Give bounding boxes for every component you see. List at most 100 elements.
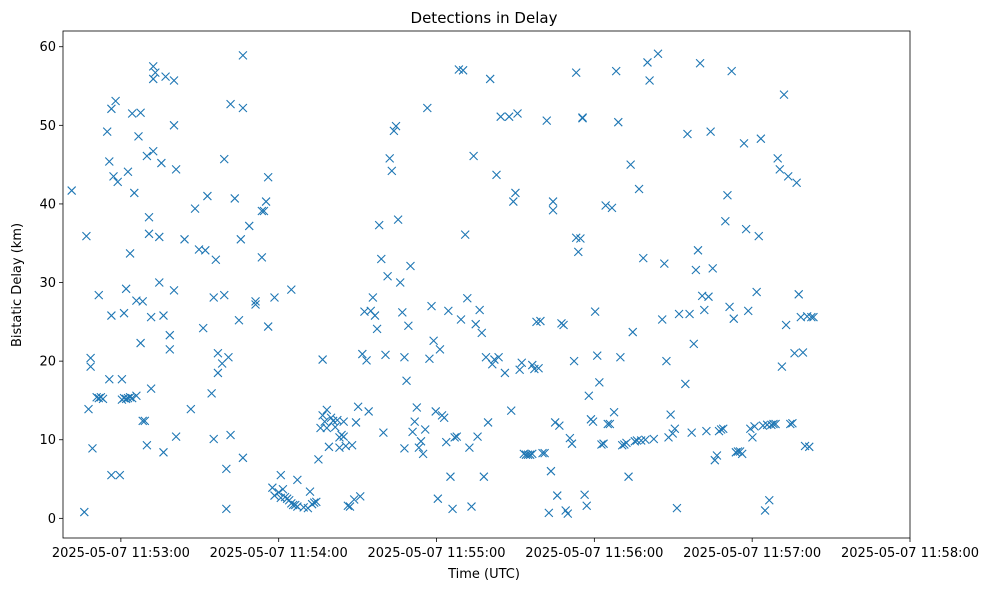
data-point	[611, 66, 621, 76]
data-point	[592, 351, 602, 361]
data-point	[508, 197, 518, 206]
data-point	[209, 293, 219, 302]
data-point	[186, 404, 196, 414]
data-point	[115, 470, 125, 480]
data-point	[622, 438, 631, 448]
data-point	[94, 290, 104, 300]
data-point	[548, 205, 558, 215]
data-point	[435, 344, 445, 354]
data-point	[725, 302, 734, 312]
data-point	[710, 455, 720, 465]
data-point	[465, 443, 474, 452]
data-point	[737, 449, 747, 459]
data-point	[146, 312, 156, 322]
x-axis: 2025-05-07 11:53:00 2025-05-07 11:54:00 20…	[52, 538, 979, 561]
data-point	[276, 470, 286, 480]
data-point	[127, 393, 137, 403]
data-point	[107, 104, 116, 114]
data-point	[221, 464, 231, 474]
data-point	[88, 444, 97, 453]
data-point	[104, 374, 114, 384]
data-point	[427, 301, 436, 311]
data-point	[200, 245, 210, 255]
data-point	[511, 188, 520, 198]
data-point	[659, 259, 669, 269]
y-tick-label: 0	[48, 512, 56, 527]
data-point	[617, 440, 627, 450]
data-point	[745, 424, 755, 434]
data-point	[527, 449, 537, 459]
data-point	[111, 96, 120, 106]
data-point	[138, 297, 148, 306]
data-point	[339, 417, 349, 427]
data-point	[506, 406, 516, 416]
data-point	[148, 74, 158, 84]
data-point	[389, 126, 399, 136]
data-point	[584, 391, 594, 401]
x-tick-label: 2025-05-07 11:55:00	[367, 546, 505, 561]
data-point	[601, 201, 611, 210]
data-point	[550, 418, 560, 427]
data-point	[351, 418, 361, 427]
data-point	[569, 356, 579, 366]
y-tick-label: 40	[39, 197, 56, 212]
data-point	[370, 311, 380, 320]
data-point	[125, 249, 135, 258]
data-point	[257, 252, 267, 262]
data-point	[462, 293, 472, 303]
data-point	[402, 376, 411, 386]
y-tick-label: 50	[39, 119, 56, 134]
data-point	[741, 224, 751, 234]
data-point	[209, 434, 219, 444]
data-point	[525, 450, 535, 460]
data-point	[657, 315, 667, 324]
data-point	[263, 172, 273, 182]
data-point	[190, 204, 200, 214]
data-point	[760, 506, 770, 515]
data-point	[107, 311, 116, 320]
data-point	[169, 286, 179, 295]
data-point	[257, 206, 267, 216]
y-axis: 0 10 20 30 40 50 60	[39, 40, 63, 527]
data-point	[171, 164, 181, 174]
data-point	[628, 327, 638, 337]
data-point	[613, 117, 623, 127]
data-point	[318, 410, 328, 420]
data-point	[573, 247, 583, 257]
x-tick-label: 2025-05-07 11:54:00	[210, 546, 348, 561]
data-point	[263, 322, 273, 331]
data-point	[576, 234, 585, 243]
data-point	[169, 76, 179, 85]
data-point	[123, 167, 133, 177]
data-point	[314, 455, 323, 464]
data-point	[378, 428, 388, 438]
data-point	[368, 293, 378, 302]
data-point	[460, 230, 470, 239]
data-point	[750, 421, 759, 431]
data-point	[140, 416, 150, 426]
data-point	[142, 151, 152, 161]
data-point	[381, 350, 390, 360]
data-point	[806, 312, 816, 322]
data-point	[723, 190, 732, 200]
data-point	[406, 261, 415, 271]
data-point	[129, 188, 139, 198]
data-point	[226, 99, 235, 109]
data-point	[783, 172, 793, 181]
data-point	[653, 49, 663, 59]
data-point	[496, 112, 506, 122]
data-point	[680, 379, 690, 389]
data-point	[156, 158, 166, 168]
data-point	[764, 495, 774, 505]
data-point	[159, 311, 168, 320]
data-point	[207, 388, 217, 398]
data-point	[693, 245, 703, 255]
data-point	[504, 112, 514, 122]
data-point	[552, 491, 562, 500]
data-point	[790, 348, 799, 358]
data-point	[483, 418, 493, 427]
data-point	[305, 487, 315, 497]
data-point	[316, 423, 325, 433]
y-tick-label: 30	[39, 276, 56, 291]
data-point	[165, 330, 175, 340]
